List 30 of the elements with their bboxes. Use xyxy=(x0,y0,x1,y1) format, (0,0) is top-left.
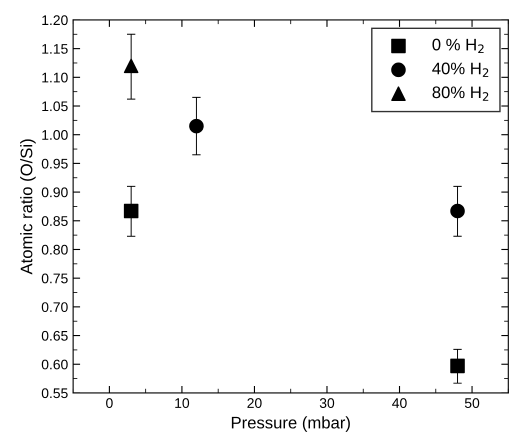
y-tick-label: 0.90 xyxy=(42,187,68,198)
x-tick-label: 50 xyxy=(464,398,480,408)
point xyxy=(450,204,465,218)
y-tick-label: 1.15 xyxy=(42,44,68,54)
point xyxy=(189,118,204,134)
x-tick-label: 30 xyxy=(320,398,334,408)
y-tick-label: 0.85 xyxy=(42,216,68,226)
y-tick-label: 0.60 xyxy=(42,360,68,370)
y-tick-label: 0.70 xyxy=(42,302,68,312)
y-tick-label: 1.20 xyxy=(42,15,68,26)
y-tick-label: 1.00 xyxy=(42,130,68,140)
y-axis-title: Atomic ratio (O/Si) xyxy=(20,139,36,274)
y-tick-label: 1.05 xyxy=(42,101,68,112)
y-tick-label: 0.65 xyxy=(42,330,68,341)
point xyxy=(124,204,138,218)
x-tick-label: 40 xyxy=(392,398,407,408)
point xyxy=(450,358,465,374)
y-tick-label: 0.75 xyxy=(42,274,68,284)
y-tick-label: 0.55 xyxy=(42,388,68,398)
legend-label: 0 % H$_{2}$ xyxy=(432,38,484,54)
legend-label: 80% H$_{2}$ xyxy=(432,86,488,101)
point xyxy=(124,58,138,74)
y-tick-label: 1.10 xyxy=(42,72,68,82)
x-axis-title: Pressure (mbar) xyxy=(232,416,350,432)
x-tick-label: 0 xyxy=(106,398,113,408)
x-tick-label: 20 xyxy=(247,398,262,408)
legend-label: 40% H$_{2}$ xyxy=(432,62,488,77)
y-tick-label: 0.95 xyxy=(42,158,68,169)
y-tick-label: 0.80 xyxy=(42,244,68,255)
x-tick-label: 10 xyxy=(175,398,190,408)
